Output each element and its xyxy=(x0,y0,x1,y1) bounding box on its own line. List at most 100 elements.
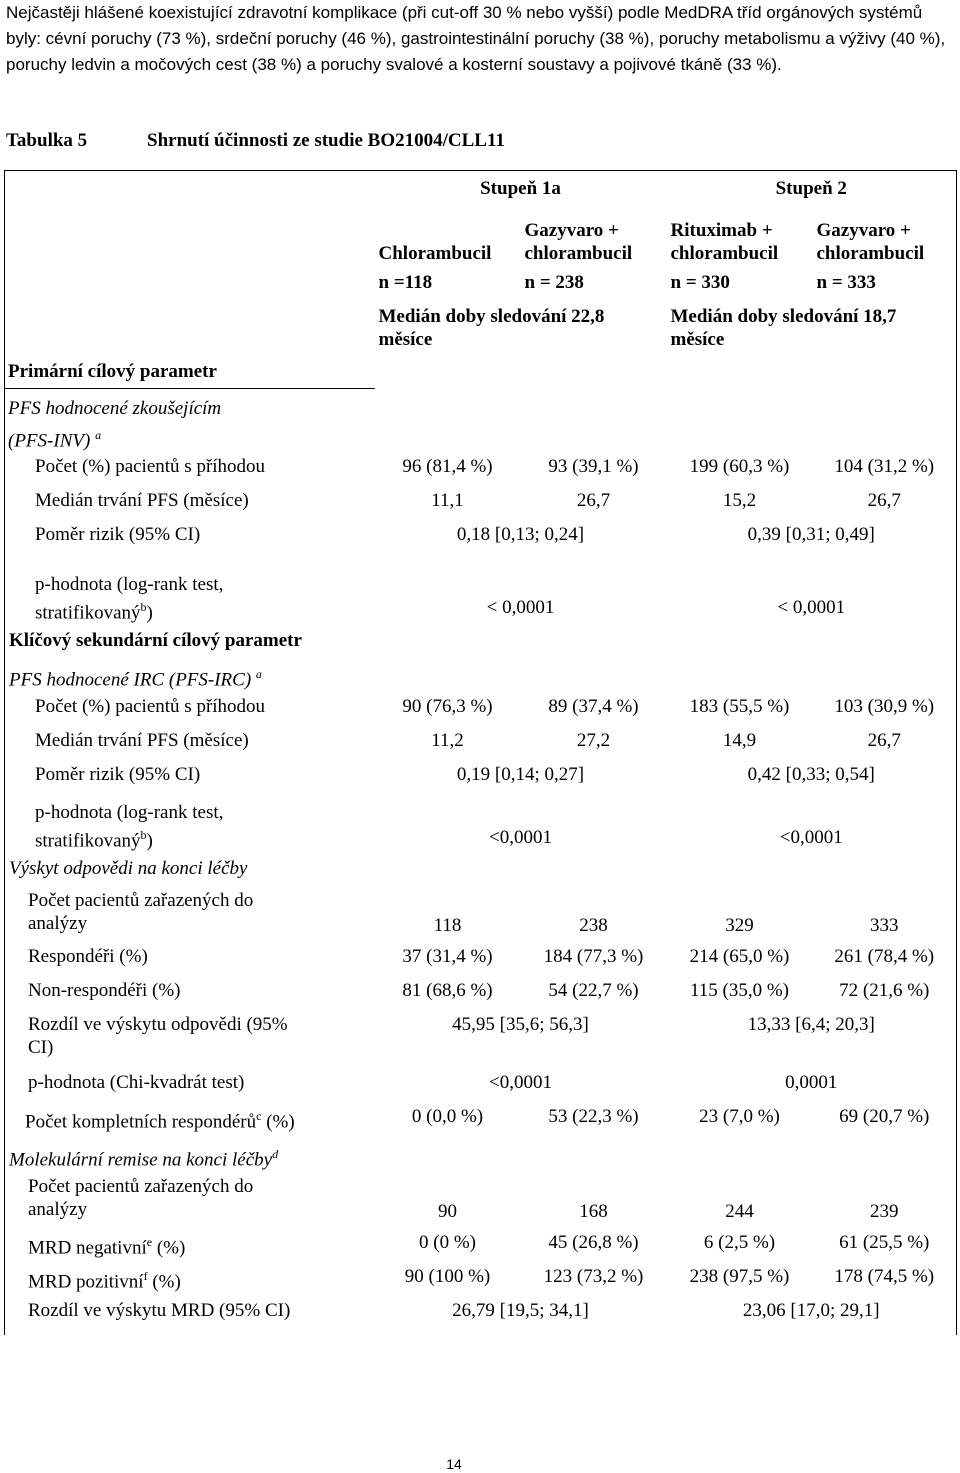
inv-p-label: p-hodnota (log-rank test, stratifikovaný… xyxy=(4,556,375,625)
resp-complete-end: (%) xyxy=(261,1110,295,1132)
mol-pos-arm3: 238 (97,5 %) xyxy=(689,1265,790,1287)
irc-p-label-line2: stratifikovanýb) xyxy=(35,824,371,852)
spacer-cell xyxy=(375,395,667,455)
irc-p-label-sup: b xyxy=(140,827,147,842)
spacer-cell xyxy=(812,624,957,659)
resp-n-arm3: 329 xyxy=(725,914,754,936)
resp-responders-row: Respondéři (%) 37 (31,4 %) 184 (77,3 %) … xyxy=(4,944,957,979)
mol-neg-text: MRD negativní xyxy=(28,1236,147,1258)
irc-hr-stage1: 0,19 [0,14; 0,27] xyxy=(456,763,585,785)
molecular-heading-sup: d xyxy=(272,1146,279,1161)
irc-hr-stage2: 0,42 [0,33; 0,54] xyxy=(666,762,957,797)
inv-median-row: Medián trvání PFS (měsíce) 11,1 26,7 15,… xyxy=(4,488,957,523)
arm-2-n: n = 238 xyxy=(524,271,584,293)
resp-n-arm2: 238 xyxy=(579,914,608,936)
resp-n-arm4: 333 xyxy=(812,886,957,945)
inv-hr-row: Poměr rizik (95% CI) 0,18 [0,13; 0,24] 0… xyxy=(4,522,957,557)
inv-median-arm3: 15,2 xyxy=(722,489,757,511)
irc-p-row: p-hodnota (log-rank test, stratifikovaný… xyxy=(4,796,957,853)
spacer-cell xyxy=(375,659,813,695)
arm-1-line2: Chlorambucil xyxy=(378,242,492,264)
page-number: 14 xyxy=(446,1456,462,1472)
resp-complete-arm1: 0 (0,0 %) xyxy=(411,1105,484,1127)
arm-2-line2: chlorambucil xyxy=(524,242,633,264)
mol-diff-label: Rozdíl ve výskytu MRD (95% CI) xyxy=(4,1298,375,1335)
resp-p-row: p-hodnota (Chi-kvadrát test) <0,0001 0,0… xyxy=(4,1070,957,1105)
irc-median-arm1: 11,2 xyxy=(431,729,464,751)
inv-events-arm4: 104 (31,2 %) xyxy=(812,454,957,489)
resp-p-label: p-hodnota (Chi-kvadrát test) xyxy=(4,1070,375,1105)
irc-events-arm3: 183 (55,5 %) xyxy=(689,695,790,717)
pfs-irc-sup: a xyxy=(255,666,262,681)
resp-responders-label: Respondéři (%) xyxy=(4,944,375,979)
mol-neg-label: MRD negativníe (%) xyxy=(4,1230,375,1265)
mol-pos-label: MRD pozitivníf (%) xyxy=(4,1264,375,1299)
resp-diff-row: Rozdíl ve výskytu odpovědi (95% CI) 45,9… xyxy=(4,1012,957,1071)
irc-hr-row: Poměr rizik (95% CI) 0,19 [0,14; 0,27] 0… xyxy=(4,762,957,797)
resp-n-label-line1: Počet pacientů zařazených do xyxy=(28,889,254,911)
mol-neg-end: (%) xyxy=(152,1236,186,1258)
primary-spacer-row xyxy=(5,358,957,395)
pfs-irc-text: PFS hodnocené IRC (PFS-IRC) xyxy=(9,668,252,690)
molecular-heading-text: Molekulární remise na konci léčby xyxy=(9,1148,273,1170)
header-arm-row: Chlorambucil Gazyvaro + chlorambucil Rit… xyxy=(5,208,957,265)
inv-p-label-text: stratifikovaný xyxy=(35,601,141,623)
header-label-cell xyxy=(4,170,375,455)
inv-events-arm2: 93 (39,1 %) xyxy=(548,455,639,477)
stage1-followup-line1: Medián doby sledování 22,8 xyxy=(378,305,605,327)
arm-2-line1: Gazyvaro + xyxy=(524,219,619,241)
irc-p-label-line1: p-hodnota (log-rank test, xyxy=(35,801,224,823)
arm-1-n: n =118 xyxy=(378,271,433,293)
header-n-row: n =118 n = 238 n = 330 n = 333 xyxy=(5,264,957,299)
irc-median-arm3: 14,9 xyxy=(722,729,757,751)
resp-n-row: Počet pacientů zařazených do analýzy 118… xyxy=(4,886,957,945)
arm-4-line2: chlorambucil xyxy=(816,242,925,264)
mol-pos-arm1: 90 (100 %) xyxy=(404,1265,491,1287)
mol-diff-row: Rozdíl ve výskytu MRD (95% CI) 26,79 [19… xyxy=(4,1298,957,1335)
irc-p-stage2: <0,0001 xyxy=(666,796,957,853)
spacer-cell xyxy=(666,394,957,455)
resp-nonresponders-arm3: 115 (35,0 %) xyxy=(689,979,790,1001)
mol-pos-arm2: 123 (73,2 %) xyxy=(543,1265,644,1287)
response-heading: Výskyt odpovědi na konci léčby xyxy=(4,852,375,887)
inv-hr-stage2: 0,39 [0,31; 0,49] xyxy=(666,522,957,557)
stage1-header: Stupeň 1a xyxy=(374,170,667,209)
resp-complete-arm3: 23 (7,0 %) xyxy=(699,1105,780,1127)
resp-p-stage1: <0,0001 xyxy=(489,1071,552,1093)
resp-nonresponders-arm2: 54 (22,7 %) xyxy=(548,979,639,1001)
arm-gazyvaro-2-header: Gazyvaro + chlorambucil xyxy=(812,208,957,265)
resp-diff-stage2: 13,33 [6,4; 20,3] xyxy=(666,1012,957,1071)
resp-nonresponders-label: Non-respondéři (%) xyxy=(4,978,375,1013)
key-secondary-heading: Klíčový sekundární cílový parametr xyxy=(4,624,375,659)
resp-complete-label: Počet kompletních respondérůc (%) xyxy=(4,1104,375,1139)
mol-n-arm2: 168 xyxy=(579,1200,608,1222)
pfs-inv-heading: PFS hodnocené zkoušejícím (PFS-INV) a xyxy=(8,396,370,454)
irc-hr-label: Poměr rizik (95% CI) xyxy=(4,762,375,797)
inv-events-row: Počet (%) pacientů s příhodou 96 (81,4 %… xyxy=(4,454,957,489)
resp-n-label: Počet pacientů zařazených do analýzy xyxy=(4,886,375,945)
primary-divider xyxy=(4,388,375,389)
irc-events-row: Počet (%) pacientů s příhodou 90 (76,3 %… xyxy=(4,694,957,729)
resp-diff-stage1: 45,95 [35,6; 56,3] xyxy=(452,1013,589,1035)
spacer-cell xyxy=(375,625,813,659)
mol-n-arm3: 244 xyxy=(725,1200,754,1222)
pfs-inv-text: (PFS-INV) xyxy=(8,430,91,452)
inv-p-label-sup: b xyxy=(140,599,147,614)
mol-diff-stage1: 26,79 [19,5; 34,1] xyxy=(452,1299,589,1321)
inv-p-stage2: < 0,0001 xyxy=(666,556,957,625)
resp-complete-arm4: 69 (20,7 %) xyxy=(812,1104,957,1139)
pfs-irc-heading: PFS hodnocené IRC (PFS-IRC) a xyxy=(4,658,375,695)
inv-p-stage1: < 0,0001 xyxy=(486,596,555,618)
inv-events-label: Počet (%) pacientů s příhodou xyxy=(4,454,375,489)
pfs-inv-sup: a xyxy=(95,428,102,442)
resp-diff-label-line1: Rozdíl ve výskytu odpovědi (95% xyxy=(28,1013,288,1035)
resp-diff-label-line2: CI) xyxy=(28,1036,54,1058)
arm-chlorambucil-header: Chlorambucil xyxy=(375,209,521,265)
irc-median-arm2: 27,2 xyxy=(576,729,611,751)
arm-gazyvaro-1a-header: Gazyvaro + chlorambucil xyxy=(521,209,667,265)
stage2-followup-line1: Medián doby sledování 18,7 xyxy=(670,305,897,327)
table-title: Shrnutí účinnosti ze studie BO21004/CLL1… xyxy=(147,130,505,151)
mol-pos-arm4: 178 (74,5 %) xyxy=(812,1264,957,1299)
inv-median-label: Medián trvání PFS (měsíce) xyxy=(4,488,375,523)
key-secondary-row: Klíčový sekundární cílový parametr xyxy=(4,624,957,659)
